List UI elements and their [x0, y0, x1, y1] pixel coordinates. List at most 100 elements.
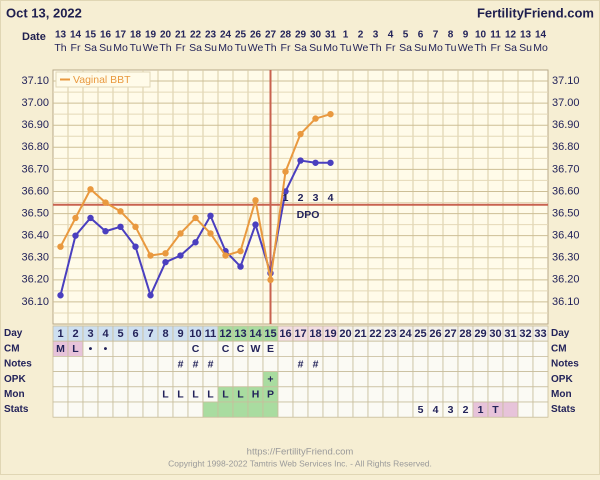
table-cell — [127, 371, 144, 388]
cell-text: 12 — [219, 328, 231, 340]
table-cell — [157, 371, 174, 388]
data-point — [72, 214, 79, 222]
table-cell — [217, 401, 234, 418]
table-cell — [202, 371, 219, 388]
table-cell — [52, 401, 69, 418]
table-cell — [307, 371, 324, 388]
y-tick-label: 36.40 — [21, 230, 49, 242]
data-point — [297, 157, 304, 164]
cell-text: # — [208, 358, 214, 370]
table-cell — [157, 340, 174, 357]
weekday-label: Mo — [218, 42, 233, 54]
table-cell — [412, 355, 429, 372]
weekday-label: Tu — [130, 42, 142, 54]
table-cell — [382, 386, 399, 403]
table-cell — [67, 386, 84, 403]
cell-text: 20 — [339, 328, 351, 340]
cell-text: 30 — [489, 328, 501, 340]
weekday-label: Fr — [491, 42, 501, 54]
table-cell — [382, 340, 399, 357]
y-tick-label: 37.00 — [21, 97, 49, 109]
date-label: 1 — [343, 30, 349, 41]
date-label: 6 — [418, 30, 424, 41]
row-label-right: CM — [551, 343, 567, 354]
date-label: 12 — [505, 30, 517, 41]
table-cell — [457, 386, 474, 403]
data-point — [102, 228, 109, 235]
row-label-right: Day — [551, 328, 570, 339]
data-point — [207, 230, 214, 237]
data-point — [192, 239, 199, 246]
date-label: 5 — [403, 30, 409, 41]
table-cell — [442, 355, 459, 372]
table-cell — [277, 401, 294, 418]
weekday-label: Th — [264, 42, 276, 54]
table-cell — [427, 386, 444, 403]
date-label: 23 — [205, 30, 217, 41]
row-label-right: Notes — [551, 359, 579, 370]
cell-text: C — [222, 343, 230, 355]
row-label: Mon — [4, 389, 25, 400]
chart-date: Oct 13, 2022 — [6, 5, 82, 20]
y-tick-label-right: 36.80 — [552, 141, 580, 153]
table-cell — [502, 401, 519, 418]
cell-text: 31 — [504, 328, 516, 340]
table-cell — [487, 340, 504, 357]
legend-label: Vaginal BBT — [73, 74, 131, 86]
cell-text: 2 — [463, 404, 469, 416]
table-cell — [292, 340, 309, 357]
cell-text: 32 — [519, 328, 531, 340]
date-label: 8 — [448, 30, 454, 41]
cell-text: L — [162, 389, 169, 401]
data-point — [87, 214, 94, 222]
cell-text: L — [207, 389, 214, 401]
table-cell — [142, 371, 159, 388]
table-cell — [352, 340, 369, 357]
table-cell — [352, 386, 369, 403]
site-name[interactable]: FertilityFriend.com — [477, 5, 594, 20]
date-label: 4 — [388, 30, 394, 41]
table-cell — [397, 386, 414, 403]
data-point — [237, 263, 244, 270]
date-label: 3 — [373, 30, 379, 41]
table-cell — [457, 340, 474, 357]
table-cell — [397, 355, 414, 372]
cell-text: + — [267, 373, 273, 385]
table-cell — [472, 371, 489, 388]
cell-text: 26 — [429, 328, 441, 340]
table-cell — [52, 355, 69, 372]
table-cell — [487, 355, 504, 372]
table-cell — [277, 340, 294, 357]
data-point — [252, 221, 259, 228]
table-cell — [352, 401, 369, 418]
table-cell — [367, 340, 384, 357]
table-cell — [427, 355, 444, 372]
table-cell — [502, 386, 519, 403]
data-point — [57, 243, 64, 250]
table-cell — [187, 401, 204, 418]
date-label: 31 — [325, 30, 337, 41]
table-cell — [367, 386, 384, 403]
table-cell — [142, 386, 159, 403]
data-point — [312, 159, 319, 166]
table-cell — [412, 340, 429, 357]
table-cell — [502, 371, 519, 388]
dpo-number: 1 — [283, 192, 289, 204]
table-cell — [427, 371, 444, 388]
table-cell — [172, 371, 189, 388]
weekday-label: Tu — [445, 42, 457, 54]
table-cell — [97, 371, 114, 388]
cell-text: 24 — [399, 328, 412, 340]
date-label: 25 — [235, 30, 247, 41]
table-cell — [322, 355, 339, 372]
table-cell — [472, 340, 489, 357]
date-label: 29 — [295, 30, 307, 41]
row-label: Stats — [4, 404, 29, 415]
footer-url[interactable]: https://FertilityFriend.com — [247, 447, 354, 458]
weekday-label: Su — [414, 42, 427, 54]
table-cell — [517, 386, 534, 403]
cell-text: P — [267, 389, 274, 401]
cell-text: M — [56, 343, 65, 355]
table-cell — [202, 401, 219, 418]
